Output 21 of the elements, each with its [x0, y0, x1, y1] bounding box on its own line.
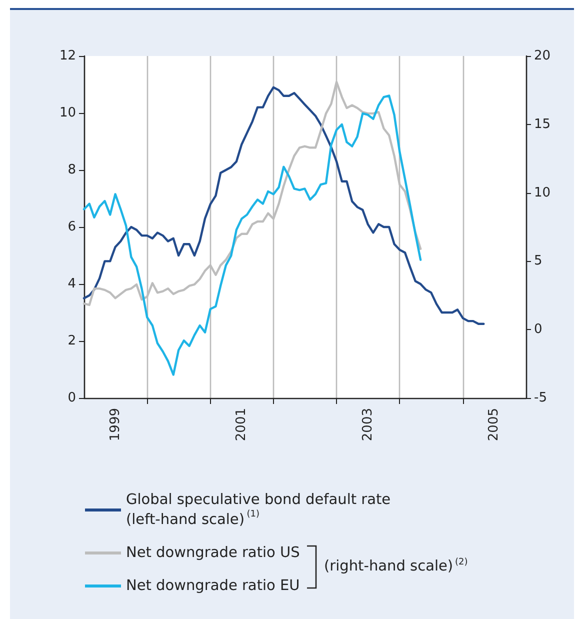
x-tick-label: 1999	[108, 408, 123, 442]
y-tick-label: 4	[68, 276, 76, 292]
legend-label: Net downgrade ratio US	[126, 545, 300, 561]
y-tick-label: 2	[68, 334, 76, 348]
y-tick-label: 8	[68, 162, 76, 178]
y2-tick-label: 20	[534, 48, 551, 64]
y2-tick-label: 5	[534, 254, 542, 269]
y2-tick-label: -5	[534, 390, 547, 406]
x-tick-label: 2005	[486, 408, 502, 442]
y-tick-label: 6	[68, 220, 76, 234]
y2-tick-label: 10	[534, 185, 551, 200]
y2-tick-label: 0	[534, 322, 542, 338]
y2-tick-label: 15	[534, 116, 551, 132]
y-tick-label: 0	[68, 390, 76, 406]
line-series	[82, 86, 485, 325]
line-series	[82, 94, 422, 376]
x-tick-label: 2003	[360, 408, 376, 442]
y-tick-label: 12	[59, 48, 76, 64]
legend-label: Net downgrade ratio EU	[126, 578, 300, 594]
x-tick-label: 2001	[234, 408, 250, 442]
y-tick-label: 10	[59, 106, 76, 120]
